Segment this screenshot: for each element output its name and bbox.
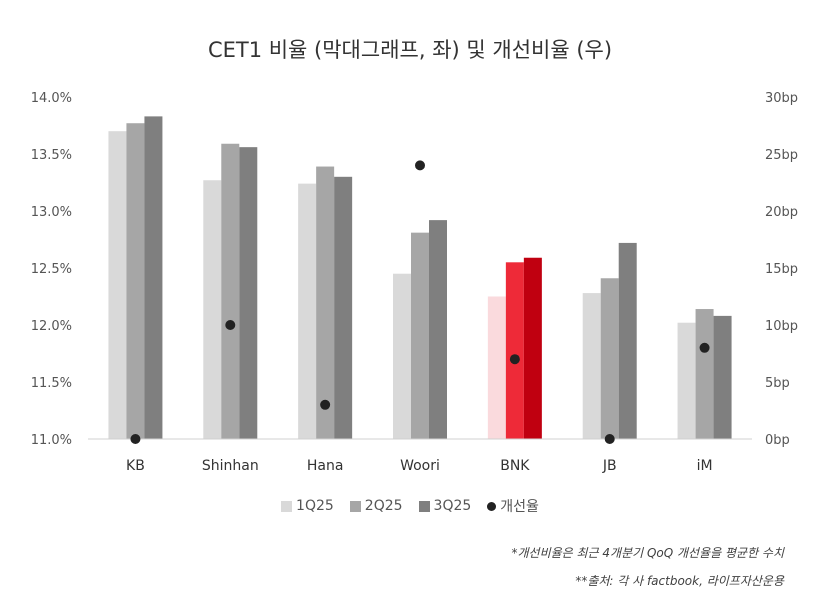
- category-label-im: iM: [697, 458, 713, 474]
- legend-swatch-1q25: [281, 500, 293, 512]
- right-tick-label: 10bp: [765, 319, 798, 334]
- left-tick-label: 12.5%: [31, 262, 72, 277]
- bar-jb-2q25: [600, 278, 619, 439]
- bar-jb-1q25: [582, 293, 601, 439]
- right-tick-label: 30bp: [765, 91, 798, 106]
- footnote-improvement: *개선비율은 최근 4개분기 QoQ 개선율을 평균한 수치: [511, 546, 784, 560]
- category-label-woori: Woori: [400, 458, 440, 474]
- left-tick-label: 11.5%: [31, 376, 72, 391]
- legend-item-improvement: 개선율: [487, 496, 539, 516]
- right-axis: 0bp 5bp 10bp 15bp 20bp 25bp 30bp: [765, 91, 798, 448]
- improvement-point-hana: [320, 399, 331, 410]
- legend-label-3q25: 3Q25: [433, 498, 472, 514]
- legend-swatch-3q25: [418, 500, 430, 512]
- category-label-kb: KB: [126, 458, 145, 474]
- left-tick-label: 13.0%: [31, 205, 72, 220]
- improvement-point-im: [699, 342, 710, 353]
- bar-kb-2q25: [126, 123, 145, 439]
- bar-woori-3q25: [429, 220, 447, 439]
- bar-kb-3q25: [144, 116, 163, 439]
- improvement-point-bnk: [509, 354, 520, 365]
- bar-kb-1q25: [108, 131, 127, 439]
- left-tick-label: 14.0%: [31, 91, 72, 106]
- legend-item-3q25: 3Q25: [418, 498, 472, 514]
- legend-item-2q25: 2Q25: [349, 498, 403, 514]
- improvement-point-woori: [415, 160, 425, 171]
- left-tick-label: 12.0%: [31, 319, 72, 334]
- bar-hana-1q25: [298, 183, 317, 439]
- improvement-point-kb: [130, 434, 141, 444]
- legend-label-1q25: 1Q25: [296, 498, 334, 514]
- right-tick-label: 0bp: [765, 433, 790, 448]
- category-label-jb: JB: [602, 458, 617, 474]
- legend: 1Q25 2Q25 3Q25 개선율: [0, 496, 820, 516]
- bar-shinhan-3q25: [239, 147, 258, 439]
- bar-shinhan-1q25: [203, 180, 222, 439]
- legend-item-1q25: 1Q25: [281, 498, 334, 514]
- improvement-point-shinhan: [225, 320, 236, 330]
- bar-im-2q25: [695, 309, 714, 439]
- bar-series: [108, 116, 732, 440]
- category-label-hana: Hana: [307, 458, 344, 474]
- bar-woori-2q25: [411, 232, 429, 439]
- bar-bnk-3q25: [523, 257, 542, 439]
- legend-label-improvement: 개선율: [500, 499, 539, 515]
- footnote-source: **출처: 각 사 factbook, 라이프자산운용: [575, 574, 784, 588]
- legend-swatch-2q25: [349, 500, 361, 512]
- improvement-point-jb: [604, 434, 615, 444]
- left-tick-label: 13.5%: [31, 148, 72, 163]
- bar-hana-2q25: [316, 166, 335, 440]
- right-tick-label: 25bp: [765, 148, 798, 163]
- right-tick-label: 15bp: [765, 262, 798, 277]
- bar-im-1q25: [677, 322, 696, 439]
- chart-title: CET1 비율 (막대그래프, 좌) 및 개선비율 (우): [207, 38, 613, 62]
- left-axis: 11.0% 11.5% 12.0% 12.5% 13.0% 13.5% 14.0%: [31, 91, 72, 448]
- right-tick-label: 20bp: [765, 205, 798, 220]
- category-label-bnk: BNK: [500, 458, 530, 474]
- bar-woori-1q25: [393, 273, 411, 439]
- legend-label-2q25: 2Q25: [364, 498, 403, 514]
- legend-dot-icon: [487, 501, 497, 511]
- bar-bnk-1q25: [487, 296, 506, 439]
- bar-jb-3q25: [618, 242, 637, 439]
- bar-shinhan-2q25: [221, 143, 240, 440]
- category-labels: KB Shinhan Hana Woori BNK JB iM: [126, 458, 713, 474]
- right-tick-label: 5bp: [765, 376, 790, 391]
- left-tick-label: 11.0%: [31, 433, 72, 448]
- bar-im-3q25: [713, 315, 732, 439]
- improvement-dots: [130, 160, 710, 444]
- bar-hana-3q25: [334, 176, 353, 440]
- bar-bnk-2q25: [505, 262, 524, 439]
- category-label-shinhan: Shinhan: [202, 458, 259, 474]
